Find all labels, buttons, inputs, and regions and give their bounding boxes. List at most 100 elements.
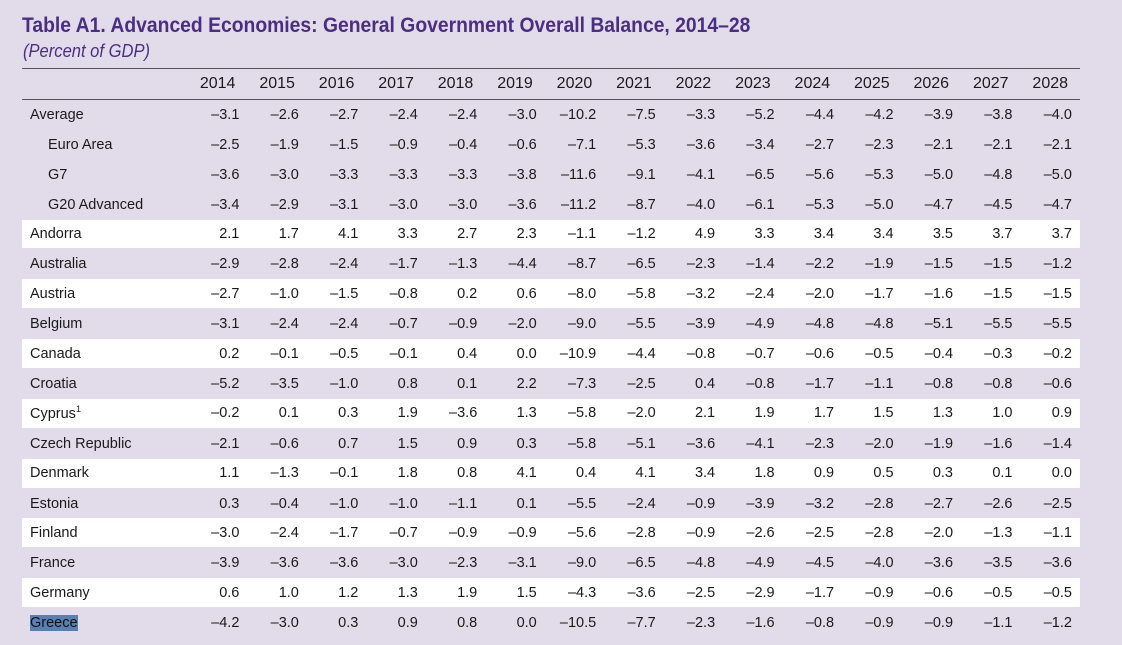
table-cell: –3.9 — [211, 555, 240, 572]
row-label[interactable]: Australia — [22, 256, 188, 272]
table-cell: 1.2 — [338, 584, 359, 601]
table-cell: –1.6 — [924, 285, 954, 302]
row-label-text: Euro Area — [48, 136, 113, 153]
table-cell: –0.8 — [389, 285, 418, 302]
table-cell: –5.6 — [805, 166, 835, 183]
table-cell: 1.1 — [219, 465, 240, 482]
table-cell: –0.9 — [508, 524, 537, 541]
table-cell: –3.2 — [805, 495, 835, 512]
table-cell: 3.3 — [754, 226, 775, 242]
table-cell: 3.3 — [397, 226, 418, 242]
table-cell: –0.5 — [865, 345, 894, 362]
table-cell: –3.6 — [449, 405, 478, 422]
table-cell: –3.6 — [270, 555, 299, 572]
table-cell: 1.0 — [278, 584, 299, 601]
table-cell: –5.0 — [865, 196, 894, 213]
table-cell: 4.1 — [516, 465, 537, 482]
table-cell: –1.7 — [805, 375, 835, 392]
table-cell: –0.8 — [805, 615, 835, 632]
table-header-row: 2014 2015 2016 2017 2018 2019 2020 2021 2022 2023… — [22, 68, 1080, 100]
row-label[interactable]: Denmark — [22, 465, 188, 481]
row-label[interactable]: Canada — [22, 346, 188, 362]
table-cell: –2.2 — [805, 256, 835, 273]
table-cell: –0.9 — [449, 524, 478, 541]
row-label[interactable]: Greece — [22, 615, 188, 632]
table-cell: –2.4 — [389, 106, 418, 123]
table-cell: –6.1 — [746, 196, 775, 213]
table-cell: –1.5 — [330, 136, 359, 153]
row-label[interactable]: G20 Advanced — [22, 197, 188, 213]
row-label[interactable]: Euro Area — [22, 137, 188, 153]
table-cell: –3.5 — [270, 375, 299, 392]
table-cell: 0.7 — [338, 435, 359, 452]
table-row: Euro Area –2.5 –1.9 –1.5 –0.9 –0.4 –0.6 –7.1 –5.… — [22, 129, 1080, 160]
table-cell: 0.8 — [457, 465, 478, 482]
table-cell: –2.6 — [270, 106, 299, 123]
table-cell: –10.9 — [559, 345, 597, 362]
table-cell: –3.1 — [211, 106, 240, 123]
table-cell: –0.8 — [746, 375, 775, 392]
table-cell: –3.9 — [686, 316, 716, 333]
table-cell: –4.0 — [865, 555, 894, 572]
table-cell: 0.6 — [219, 584, 240, 601]
table-cell: –2.9 — [746, 584, 775, 601]
table-cell: 3.4 — [873, 226, 894, 242]
table-cell: –1.1 — [567, 226, 597, 242]
table-row: Cyprus1 –0.2 0.1 0.3 1.9 –3.6 1.3 –5.8 –2.0 2.1 1.… — [22, 398, 1080, 429]
table-cell: 1.8 — [397, 465, 418, 482]
table-cell: 1.7 — [278, 226, 299, 242]
table-cell: –4.4 — [627, 345, 656, 362]
row-label[interactable]: Andorra — [22, 226, 188, 242]
table-cell: 4.9 — [694, 226, 716, 242]
table-cell: –2.0 — [865, 435, 894, 452]
table-cell: –3.0 — [449, 196, 478, 213]
table-cell: –3.3 — [449, 166, 478, 183]
table-cell: 1.9 — [397, 405, 418, 422]
table-cell: –2.9 — [270, 196, 299, 213]
table-cell: –2.0 — [627, 405, 656, 422]
table-cell: 0.2 — [457, 285, 478, 302]
year-header-2014: 2014 — [199, 74, 236, 92]
table-cell: –1.9 — [924, 435, 954, 452]
table-cell: –2.4 — [330, 316, 359, 333]
table-cell: –2.3 — [865, 136, 894, 153]
table-cell: –2.3 — [686, 256, 716, 273]
row-label[interactable]: Germany — [22, 585, 188, 601]
table-cell: –2.7 — [805, 136, 835, 153]
table-cell: –3.4 — [211, 196, 240, 213]
table-cell: –0.4 — [924, 345, 954, 362]
table-cell: –0.1 — [389, 345, 418, 362]
row-label[interactable]: Finland — [22, 525, 188, 541]
table-cell: –3.6 — [686, 435, 716, 452]
row-label[interactable]: Cyprus1 — [22, 404, 188, 422]
table-cell: –2.9 — [211, 256, 240, 273]
row-label[interactable]: Croatia — [22, 376, 188, 392]
table-cell: –8.0 — [567, 285, 597, 302]
year-header-2028: 2028 — [1032, 74, 1069, 92]
row-label[interactable]: Belgium — [22, 316, 188, 332]
row-label[interactable]: G7 — [22, 167, 188, 183]
row-label[interactable]: Estonia — [22, 496, 188, 512]
row-label[interactable]: Average — [22, 107, 188, 123]
table-cell: –1.5 — [924, 256, 954, 273]
table-cell: 0.9 — [397, 615, 418, 632]
table-cell: –10.5 — [559, 615, 597, 632]
row-label[interactable]: France — [22, 555, 188, 571]
table-cell: 1.7 — [813, 405, 835, 422]
year-header-2026: 2026 — [913, 74, 950, 92]
table-row: Belgium –3.1 –2.4 –2.4 –0.7 –0.9 –2.0 –9.0 –5.5 –… — [22, 309, 1080, 340]
table-row: Canada 0.2 –0.1 –0.5 –0.1 0.4 0.0 –10.9 –4.4 –0.8… — [22, 339, 1080, 370]
table-cell: –2.1 — [924, 136, 954, 153]
table-cell: 0.9 — [457, 435, 478, 452]
row-label[interactable]: Czech Republic — [22, 436, 188, 452]
table-cell: –0.9 — [389, 136, 418, 153]
table-cell: –0.6 — [1043, 375, 1072, 392]
table-row: Estonia 0.3 –0.4 –1.0 –1.0 –1.1 0.1 –5.5 –2.4 –0.… — [22, 488, 1080, 519]
table-cell: –4.7 — [1043, 196, 1072, 213]
table-cell: 0.1 — [516, 495, 537, 512]
table-cell: –2.3 — [686, 615, 716, 632]
row-label[interactable]: Austria — [22, 286, 188, 302]
table-cell: 2.1 — [694, 405, 716, 422]
footnote-marker: 1 — [75, 404, 81, 415]
table-cell: –1.2 — [1043, 615, 1072, 632]
